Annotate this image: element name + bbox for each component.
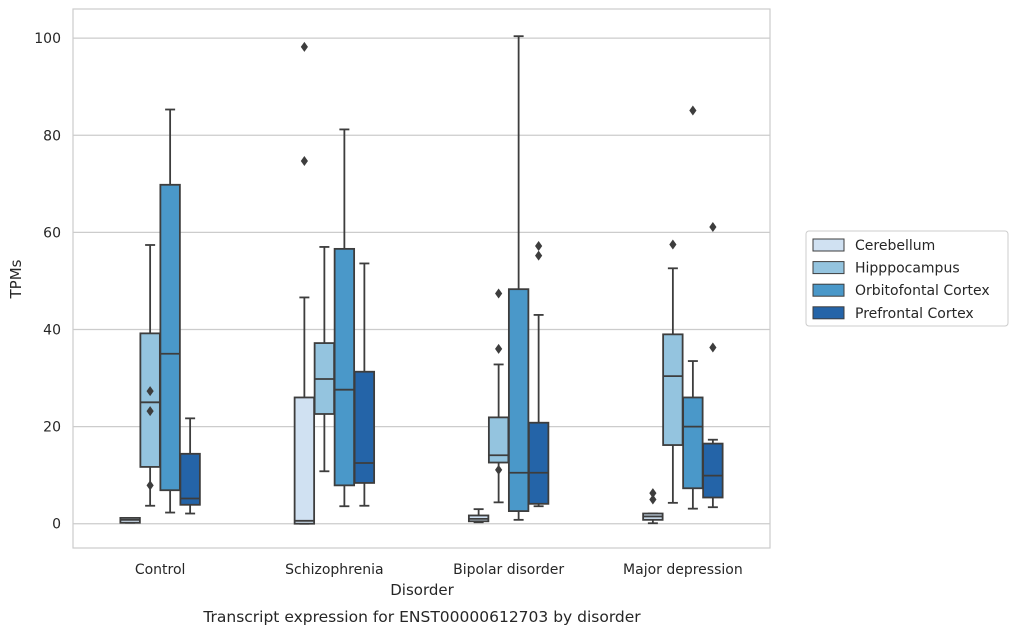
outlier-point (535, 240, 543, 251)
box-body (159, 183, 181, 492)
outlier-point (689, 105, 697, 116)
box-3-0 (642, 488, 664, 525)
box-1-1 (313, 246, 336, 473)
box-0-3 (179, 417, 201, 515)
x-axis-label: Disorder (390, 581, 454, 599)
outlier-point (709, 342, 717, 353)
box-0-0 (119, 516, 141, 524)
legend-frame (805, 230, 1009, 327)
box-1-2 (333, 128, 356, 508)
box-1-3 (353, 262, 376, 507)
chart-caption: Transcript expression for ENST0000061270… (202, 608, 641, 626)
outlier-point (495, 464, 503, 475)
legend-label: Hipppocampus (855, 261, 960, 277)
legend-swatch (812, 306, 845, 320)
x-tick-label: Control (135, 562, 186, 578)
legend-label: Cerebellum (855, 238, 935, 254)
y-axis-label: TPMs (7, 259, 25, 299)
box-3-1 (662, 239, 684, 504)
box-2-2 (507, 35, 530, 521)
box-body (507, 288, 530, 512)
box-0-2 (159, 108, 181, 514)
outlier-point (669, 239, 677, 250)
outlier-point (495, 288, 503, 299)
legend-label: Prefrontal Cortex (855, 306, 974, 322)
box-body (139, 332, 161, 468)
legend-swatch (812, 283, 845, 297)
box-body (702, 442, 724, 499)
y-tick-label: 80 (43, 128, 61, 144)
outlier-point (495, 343, 503, 354)
plot-frame (72, 8, 771, 549)
box-2-0 (467, 508, 490, 524)
box-body (527, 421, 550, 505)
outlier-point (649, 488, 657, 499)
outlier-point (535, 250, 543, 261)
box-2-1 (487, 288, 510, 504)
outlier-point (649, 494, 657, 505)
outlier-point (300, 155, 308, 166)
box-body (179, 452, 201, 506)
legend-swatch (812, 238, 845, 252)
box-body (293, 396, 316, 525)
y-gridlines (73, 37, 770, 525)
x-tick-label: Major depression (623, 562, 743, 578)
box-body (682, 396, 704, 490)
box-body (662, 333, 684, 446)
box-2-3 (527, 240, 550, 508)
box-body (353, 370, 376, 484)
x-tick-labels: Control Schizophrenia Bipolar disorder Majo… (135, 562, 743, 578)
x-tick-label: Schizophrenia (285, 562, 383, 578)
y-tick-label: 100 (34, 31, 61, 47)
y-tick-label: 40 (43, 322, 61, 338)
outlier-point (709, 222, 717, 233)
outlier-point (146, 406, 154, 417)
box-1-0 (293, 41, 316, 525)
y-tick-label: 60 (43, 225, 61, 241)
outlier-point (146, 480, 154, 491)
y-tick-labels: 0 20 40 60 80 100 (34, 31, 61, 533)
legend-swatch (812, 261, 845, 275)
outlier-point (300, 41, 308, 52)
y-tick-label: 20 (43, 420, 61, 436)
x-tick-label: Bipolar disorder (453, 562, 564, 578)
y-tick-label: 0 (52, 517, 61, 533)
box-body (333, 247, 356, 487)
box-3-3 (702, 222, 724, 509)
outlier-point (146, 386, 154, 397)
legend: Cerebellum Hipppocampus Orbitofontal Corte… (805, 230, 1009, 327)
legend-label: Orbitofontal Cortex (855, 283, 990, 299)
box-groups (119, 35, 724, 525)
